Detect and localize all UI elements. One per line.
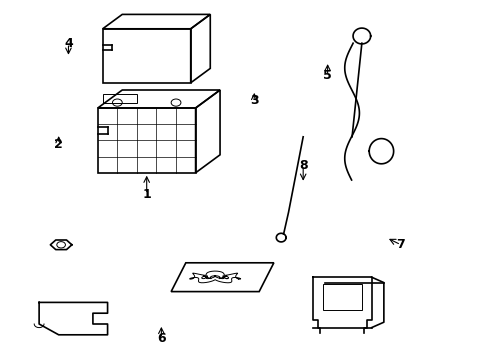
- Text: 1: 1: [142, 188, 151, 201]
- Text: 2: 2: [54, 138, 63, 150]
- Text: 3: 3: [249, 94, 258, 107]
- Text: 8: 8: [298, 159, 307, 172]
- Text: 7: 7: [396, 238, 405, 251]
- Text: 4: 4: [64, 37, 73, 50]
- Text: 5: 5: [323, 69, 331, 82]
- Text: 6: 6: [157, 332, 165, 345]
